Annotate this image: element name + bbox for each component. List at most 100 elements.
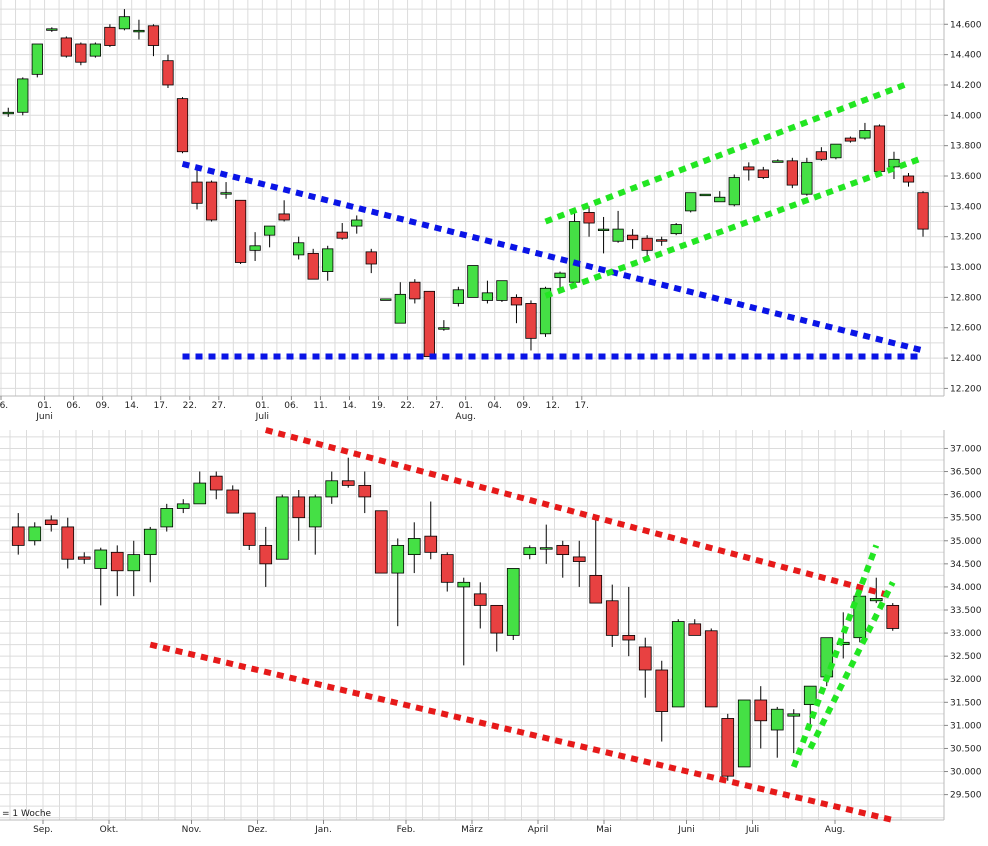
x-tick-label: Okt. xyxy=(100,825,119,835)
candle xyxy=(685,192,697,213)
candle-body-up xyxy=(438,327,450,330)
candle-body-up xyxy=(391,544,405,574)
candle xyxy=(786,157,798,189)
candle xyxy=(193,471,207,505)
candle xyxy=(886,603,900,631)
candle xyxy=(407,522,421,574)
bottom-chart-panel: 37.000 36.500 36.000 35.500 35.000 34.500 34.0… xyxy=(0,427,982,835)
y-tick-label: 13.600 xyxy=(950,172,982,182)
candle-body-down xyxy=(688,623,702,636)
x-tick-label: 22. xyxy=(183,401,197,411)
candle-body-up xyxy=(685,192,697,212)
candle xyxy=(844,136,857,143)
candle xyxy=(728,174,740,207)
candle-body-up xyxy=(539,547,553,550)
candle-body-up xyxy=(220,192,232,195)
candle xyxy=(308,494,322,555)
y-tick-label: 14.400 xyxy=(950,51,982,61)
candle xyxy=(75,42,87,66)
y-tick-label: 35.000 xyxy=(950,537,982,547)
candle-body-down xyxy=(234,199,247,263)
candle xyxy=(77,552,91,564)
y-tick-label: 12.200 xyxy=(950,384,982,394)
grid-lines xyxy=(0,430,944,820)
candle xyxy=(226,485,240,514)
candle-body-down xyxy=(374,510,388,574)
candle xyxy=(859,122,871,140)
candle xyxy=(60,36,72,58)
candle xyxy=(438,320,450,331)
candle-body-down xyxy=(626,234,639,241)
top-chart-panel: 14.600 14.400 14.200 14.000 13.800 13.600 13.4… xyxy=(0,0,982,422)
candle xyxy=(278,200,290,222)
candle-body-down xyxy=(242,512,256,546)
candle-body-up xyxy=(670,224,682,235)
candle-body-down xyxy=(278,213,290,221)
candle xyxy=(110,545,124,597)
y-tick-label: 14.000 xyxy=(950,111,982,121)
chart-footnote: = 1 Woche xyxy=(2,809,52,819)
candle-body-up xyxy=(380,298,392,301)
candle-body-up xyxy=(293,242,305,256)
y-tick-label: 13.000 xyxy=(950,263,982,273)
candle-body-down xyxy=(44,519,58,526)
candle xyxy=(147,24,160,57)
candle xyxy=(873,124,886,173)
candle-body-down xyxy=(259,544,273,565)
candle-body-up xyxy=(699,193,711,197)
candle-body-down xyxy=(75,43,87,63)
candle-body-up xyxy=(728,177,740,206)
candle xyxy=(341,457,355,488)
candle xyxy=(61,517,75,569)
candle-body-up xyxy=(249,245,261,251)
y-tick-label: 31.000 xyxy=(950,721,982,731)
candle-body-up xyxy=(888,158,900,168)
candle xyxy=(770,706,784,758)
candle xyxy=(118,9,131,31)
candle xyxy=(801,157,813,196)
candle-body-up xyxy=(714,196,726,203)
candle xyxy=(568,212,581,289)
candle-body-up xyxy=(275,496,289,560)
candle xyxy=(655,660,669,742)
candle xyxy=(704,628,718,708)
candle-body-down xyxy=(424,535,438,553)
candle-body-down xyxy=(490,604,504,634)
candle-body-up xyxy=(568,221,581,283)
candle-body-up xyxy=(394,293,406,324)
candle xyxy=(242,512,256,550)
x-tick-label: 17. xyxy=(154,401,168,411)
candle-body-up xyxy=(612,228,624,242)
candle-body-down xyxy=(917,192,929,230)
candle xyxy=(754,686,768,749)
candle-body-down xyxy=(440,554,454,583)
candle xyxy=(259,526,273,587)
candle xyxy=(380,298,392,301)
candle xyxy=(423,290,435,357)
candle xyxy=(209,471,223,500)
candle xyxy=(815,147,828,161)
candle xyxy=(626,229,639,249)
x-tick-label: 19. xyxy=(371,401,385,411)
candle-body-up xyxy=(737,699,751,768)
x-tick-label: 01. xyxy=(255,401,269,411)
candle xyxy=(391,538,405,627)
y-tick-label: 30.500 xyxy=(950,744,982,754)
y-tick-label: 13.200 xyxy=(950,233,982,243)
x-tick-label: 17. xyxy=(575,401,589,411)
candle-body-down xyxy=(341,480,355,486)
candle xyxy=(539,524,553,564)
candle xyxy=(714,191,726,203)
candle xyxy=(743,162,755,181)
candle-body-up xyxy=(597,228,610,232)
candle-body-down xyxy=(77,556,91,560)
candle-body-down xyxy=(307,252,319,280)
candle xyxy=(638,637,652,698)
candle xyxy=(803,685,817,730)
candle-body-down xyxy=(902,175,915,183)
candle xyxy=(293,236,305,260)
candle-body-down xyxy=(336,231,348,239)
candle-body-down xyxy=(605,600,619,636)
candle-body-down xyxy=(556,544,570,556)
candle-body-down xyxy=(572,556,586,562)
